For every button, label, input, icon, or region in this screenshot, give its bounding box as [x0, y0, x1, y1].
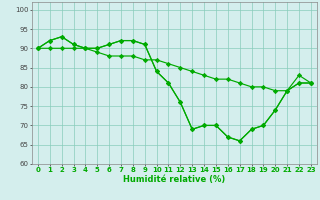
X-axis label: Humidité relative (%): Humidité relative (%) [123, 175, 226, 184]
